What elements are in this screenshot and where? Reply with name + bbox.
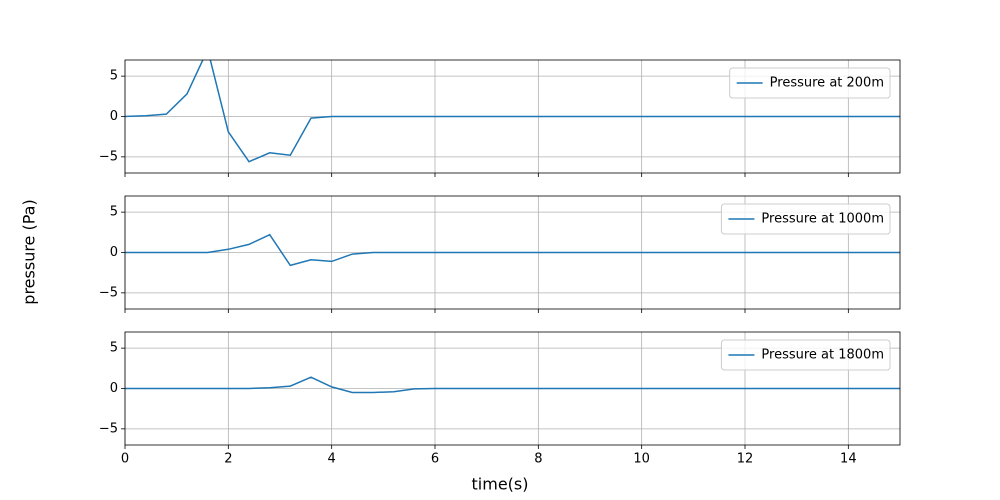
x-tick-label: 0 — [121, 452, 129, 467]
axes-frame — [124, 331, 901, 446]
legend-label: Pressure at 1000m — [761, 212, 884, 227]
y-tick-label: −5 — [99, 285, 118, 300]
axes-frame — [124, 59, 901, 174]
y-tick-label: 0 — [110, 109, 118, 124]
x-axis-label: time(s) — [472, 475, 529, 494]
x-tick-label: 8 — [534, 452, 542, 467]
legend: Pressure at 200m — [729, 67, 891, 99]
y-tick-label: 0 — [110, 381, 118, 396]
legend-box — [729, 67, 891, 99]
legend: Pressure at 1000m — [720, 203, 891, 235]
data-line — [125, 233, 900, 267]
x-tick-label: 14 — [840, 452, 857, 467]
x-tick-label: 6 — [431, 452, 439, 467]
axes-frame — [124, 195, 901, 310]
y-tick-label: −5 — [99, 421, 118, 436]
y-tick-label: 0 — [110, 245, 118, 260]
data-line — [125, 60, 900, 163]
x-tick-label: 10 — [633, 452, 650, 467]
y-tick-label: 5 — [110, 341, 118, 356]
x-tick-label: 4 — [328, 452, 336, 467]
legend-box — [720, 339, 891, 371]
x-tick-label: 2 — [224, 452, 232, 467]
legend-label: Pressure at 200m — [770, 76, 884, 91]
legend-label: Pressure at 1800m — [761, 348, 884, 363]
y-tick-label: −5 — [99, 149, 118, 164]
x-tick-label: 12 — [737, 452, 754, 467]
y-tick-label: 5 — [110, 205, 118, 220]
legend-box — [720, 203, 891, 235]
legend: Pressure at 1800m — [720, 339, 891, 371]
data-line — [125, 376, 900, 394]
y-axis-label: pressure (Pa) — [20, 199, 39, 304]
y-tick-label: 5 — [110, 69, 118, 84]
